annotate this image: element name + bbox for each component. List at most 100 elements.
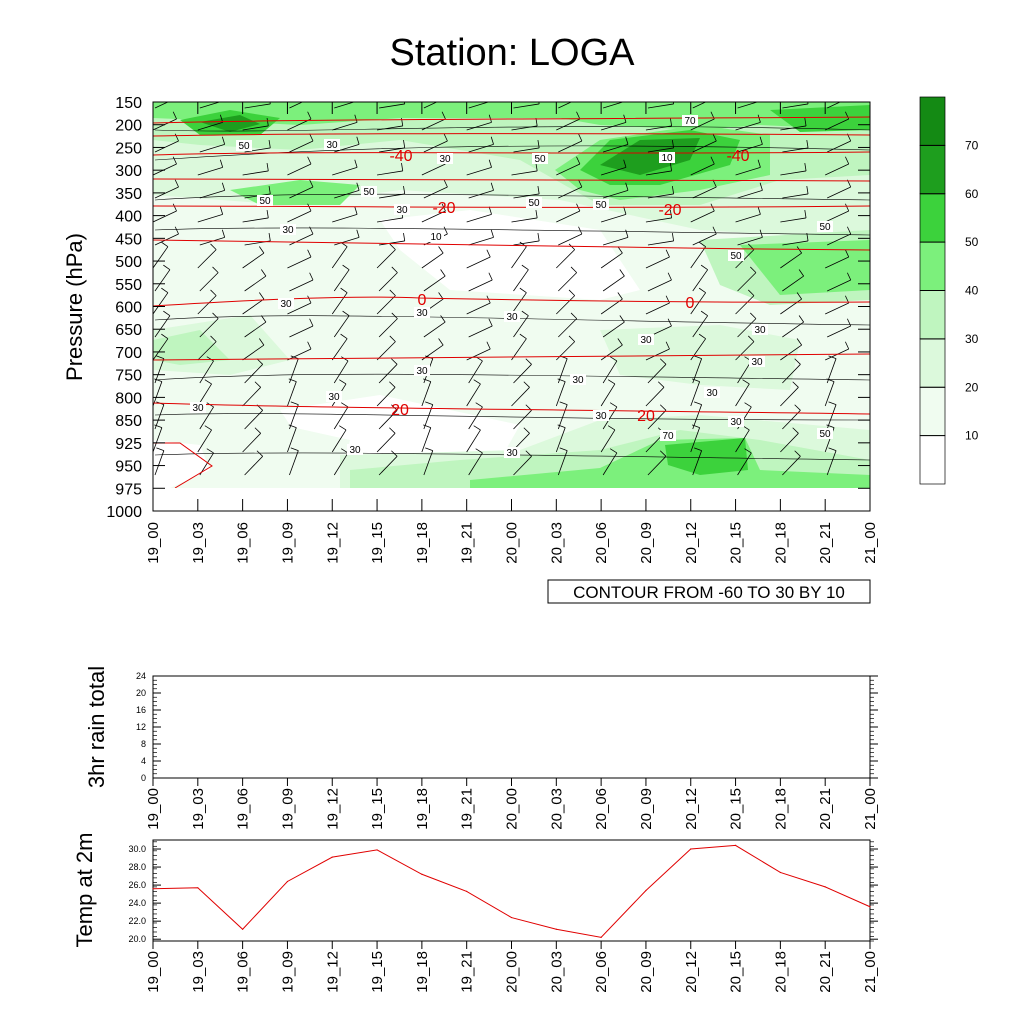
wind-barb-shaft — [154, 358, 165, 384]
wind-barb-flag — [669, 117, 673, 126]
temp-plot-frame — [152, 839, 871, 942]
wind-barb-shaft — [511, 217, 538, 223]
contour-label: 30 — [416, 308, 428, 319]
wind-barb-flag — [806, 232, 809, 241]
wind-barb-shaft — [287, 381, 297, 407]
pressure-tick-label: 600 — [115, 300, 142, 317]
wind-barb-flag — [473, 379, 481, 385]
wind-barb-flag — [845, 341, 850, 350]
wind-barb-flag — [268, 185, 271, 194]
colorbar-swatch — [919, 241, 946, 291]
wind-barb-shaft — [466, 256, 491, 269]
wind-barb-flag — [609, 448, 618, 454]
wind-barb-flag — [757, 159, 761, 168]
info-label: CONTOUR FROM -60 TO 30 BY 10 — [573, 583, 845, 602]
temperature-contour-label: 0 — [686, 295, 695, 312]
wind-barb-flag — [667, 318, 672, 327]
wind-barb-flag — [671, 232, 675, 241]
wind-barb-flag — [210, 335, 217, 342]
wind-barb-shaft — [735, 341, 755, 361]
wind-barb-flag — [307, 295, 312, 304]
wind-barb-flag — [221, 182, 226, 191]
wind-barb-shaft — [513, 147, 540, 153]
wind-barb-shaft — [421, 252, 444, 269]
wind-barb-flag — [172, 111, 177, 120]
wind-barb-shaft — [153, 427, 163, 453]
time-tick-label: 19_15 — [369, 522, 386, 564]
wind-barb-shaft — [154, 102, 169, 109]
contour-label: 30 — [730, 417, 742, 428]
wind-barb-shaft — [242, 125, 269, 131]
wind-barb-shaft — [647, 279, 672, 292]
pressure-tick-label: 350 — [115, 186, 142, 203]
wind-barb-shaft — [645, 217, 672, 223]
wind-barb-shaft — [289, 358, 299, 384]
wind-barb-shaft — [378, 456, 398, 476]
wind-barb-shaft — [600, 383, 616, 407]
rain-x-ticks: 19_00 19_03 19_06 19_09 19_12 19_15 19_18 19_21… — [145, 778, 879, 830]
wind-barb-flag — [693, 355, 702, 359]
wind-barb-shaft — [378, 103, 405, 109]
contour-label-bg — [504, 447, 520, 458]
wind-barb-flag — [391, 450, 398, 457]
wind-barb-shaft — [423, 321, 446, 338]
wind-barb-flag — [290, 401, 299, 405]
wind-barb-shaft — [690, 292, 706, 315]
wind-barb-flag — [794, 358, 801, 365]
wind-barb-flag — [357, 93, 359, 101]
contour-label-bg — [361, 186, 377, 197]
wind-barb-shaft — [782, 193, 809, 199]
wind-barb-shaft — [556, 249, 575, 269]
y-tick-label: 12 — [136, 722, 146, 732]
contour-label: 30 — [754, 325, 766, 336]
wind-barb-flag — [425, 447, 433, 451]
temperature-contour-label: 20 — [391, 402, 409, 419]
contour-label-bg — [660, 430, 676, 441]
contour-label-bg — [570, 374, 586, 385]
temp-data-point — [510, 916, 513, 919]
wind-barb-flag — [578, 133, 583, 142]
time-tick-label: 20_00 — [504, 522, 521, 564]
x-tick-label: 19_06 — [235, 788, 252, 830]
wind-barb-flag — [698, 241, 706, 248]
wind-barb-shaft — [872, 237, 897, 245]
contour-label-bg — [280, 224, 296, 235]
wind-barb-shaft — [513, 103, 540, 109]
y-tick-label: 20.0 — [128, 934, 146, 944]
pressure-tick-label: 700 — [115, 345, 142, 362]
wind-barb-flag — [340, 333, 348, 340]
wind-barb-shaft — [466, 302, 491, 315]
wind-barb-shaft — [737, 272, 757, 292]
wind-barb-shaft — [780, 433, 799, 453]
x-tick-label: 20_06 — [593, 951, 610, 993]
temp-data-point — [779, 871, 781, 874]
wind-barb-shaft — [153, 210, 177, 223]
wind-barb-flag — [401, 162, 404, 171]
wind-barb-flag — [521, 264, 529, 271]
wind-barb-flag — [665, 341, 670, 350]
contour-label: 10 — [661, 153, 673, 164]
wind-barb-flag — [619, 315, 625, 323]
wind-barb-shaft — [737, 237, 763, 246]
wind-barb-flag — [798, 315, 805, 323]
y-tick-label: 0 — [141, 773, 146, 783]
wind-barb-flag — [486, 249, 491, 258]
contour-label: 30 — [640, 335, 652, 346]
wind-barb-flag — [879, 357, 886, 361]
temp-data-point — [466, 890, 468, 893]
wind-barb-flag — [750, 312, 757, 319]
wind-barb-flag — [288, 424, 297, 428]
wind-barb-flag — [804, 117, 807, 126]
wind-barb-shaft — [421, 427, 432, 453]
wind-barb-flag — [163, 264, 171, 271]
wind-barb-flag — [748, 335, 755, 342]
wind-barb-flag — [309, 179, 314, 188]
wind-barb-flag — [221, 229, 226, 238]
wind-barb-flag — [488, 206, 492, 215]
wind-barb-shaft — [199, 144, 225, 153]
time-tick-label: 19_12 — [324, 522, 341, 564]
wind-barb-shaft — [869, 267, 870, 268]
wind-barb-flag — [288, 378, 297, 382]
wind-barb-flag — [309, 226, 314, 235]
x-tick-label: 19_00 — [145, 951, 162, 993]
